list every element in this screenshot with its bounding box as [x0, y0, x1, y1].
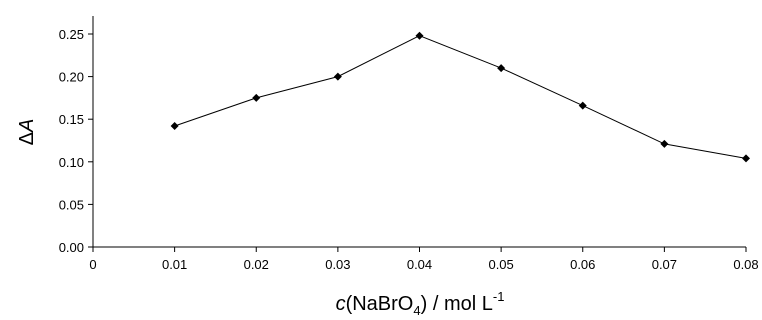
x-tick-label: 0.08	[733, 257, 758, 272]
axes	[92, 16, 746, 248]
data-point	[170, 122, 179, 131]
data-point	[742, 154, 750, 163]
y-axis-label-prefix: Δ	[16, 132, 38, 145]
x-axis-label-formula: (NaBrO	[346, 293, 414, 315]
x-axis-label-superscript: -1	[493, 289, 505, 304]
data-point	[333, 72, 342, 81]
y-axis-label: ΔA	[16, 119, 38, 146]
x-tick-label: 0.04	[407, 257, 432, 272]
y-tick-label: 0.05	[59, 197, 84, 212]
x-tick-label: 0.06	[570, 257, 595, 272]
data-point	[497, 64, 506, 73]
x-tick-label: 0.07	[652, 257, 677, 272]
x-ticks: 0 0.01 0.02 0.03 0.04 0.05 0.06 0.07 0.08	[89, 247, 759, 272]
data-point	[415, 31, 424, 40]
series-line	[174, 35, 747, 159]
x-axis-label-symbol: c	[336, 293, 346, 315]
y-ticks: 0.00 0.05 0.10 0.15 0.20 0.25	[59, 27, 93, 255]
y-tick-label: 0.20	[59, 70, 84, 85]
y-tick-label: 0.25	[59, 27, 84, 42]
x-axis-label-unit: ) / mol L	[421, 293, 493, 315]
series	[170, 31, 750, 163]
x-axis-label-subscript: 4	[413, 303, 420, 318]
data-point	[252, 93, 261, 102]
y-tick-label: 0.15	[59, 112, 84, 127]
x-tick-label: 0	[89, 257, 96, 272]
x-tick-label: 0.05	[488, 257, 513, 272]
data-point	[660, 139, 669, 148]
x-tick-label: 0.02	[244, 257, 269, 272]
y-tick-label: 0.00	[59, 240, 84, 255]
x-tick-label: 0.01	[162, 257, 187, 272]
y-axis-label-symbol: A	[16, 119, 38, 133]
x-axis-label: c(NaBrO4) / mol L-1	[336, 289, 505, 318]
y-tick-label: 0.10	[59, 155, 84, 170]
x-tick-label: 0.03	[325, 257, 350, 272]
data-point	[578, 101, 587, 110]
